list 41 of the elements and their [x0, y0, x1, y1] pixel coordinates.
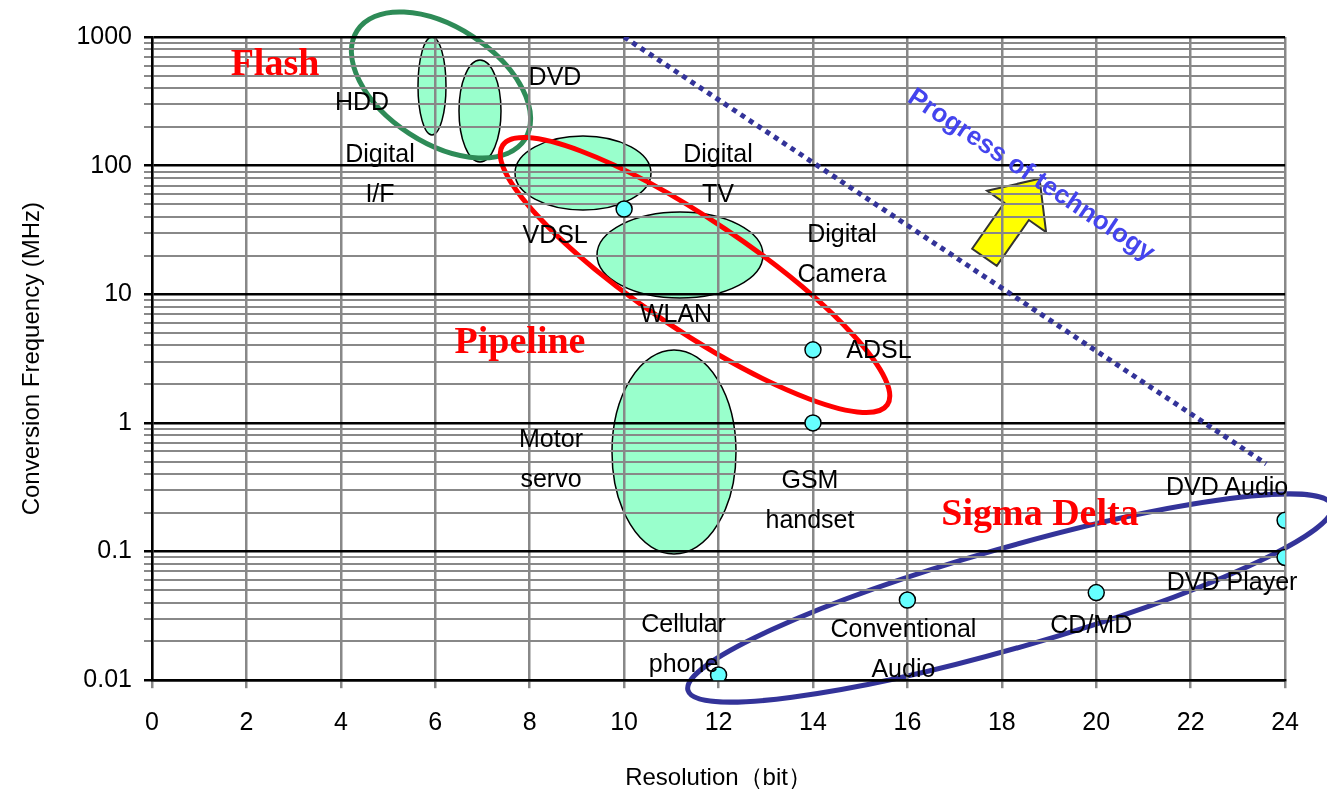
x-tick-label: 0 [145, 707, 159, 736]
annotation: Motor servo [519, 423, 583, 492]
annotation: DVD Audio [1165, 472, 1289, 501]
annotation: Sigma Delta [941, 490, 1139, 533]
point [615, 200, 633, 218]
annotation: HDD [334, 86, 390, 115]
annotation: DVD [528, 61, 582, 90]
point [804, 414, 822, 432]
y-tick-label: 10 [104, 278, 132, 307]
annotation: ADSL [846, 334, 912, 363]
point [804, 341, 822, 359]
x-tick-label: 10 [610, 707, 639, 736]
annotation: DVD Player [1166, 567, 1298, 596]
x-tick-label: 24 [1271, 707, 1300, 736]
annotation: Digital Camera [797, 218, 887, 287]
point [898, 591, 917, 609]
x-tick-label: 4 [333, 707, 348, 736]
x-tick-label: 16 [893, 707, 922, 736]
annotation: Conventional Audio [830, 613, 977, 682]
y-tick-label: 1 [118, 406, 132, 435]
annotation: WLAN [639, 298, 713, 327]
x-axis-title: Resolution（bit） [625, 763, 812, 791]
x-tick-label: 22 [1176, 707, 1205, 736]
x-tick-label: 20 [1082, 707, 1111, 736]
annotation: Flash [230, 40, 320, 83]
y-tick-label: 100 [90, 149, 132, 178]
annotation: Digital TV [683, 138, 753, 207]
x-tick-label: 18 [987, 707, 1016, 736]
y-tick-label: 0.1 [97, 535, 132, 564]
x-tick-label: 6 [428, 707, 443, 736]
x-tick-label: 12 [704, 707, 733, 736]
annotation: Pipeline [454, 318, 586, 361]
y-tick-label: 1000 [76, 20, 132, 49]
x-tick-label: 2 [239, 707, 254, 736]
x-tick-label: 8 [522, 707, 537, 736]
annotation: GSM handset [765, 464, 855, 533]
y-tick-label: 0.01 [83, 664, 132, 693]
y-axis-title: Conversion Frequency (MHz) [17, 201, 45, 516]
x-tick-label: 14 [799, 707, 827, 736]
annotation: VDSL [522, 219, 588, 248]
annotation: Digital I/F [345, 138, 415, 207]
